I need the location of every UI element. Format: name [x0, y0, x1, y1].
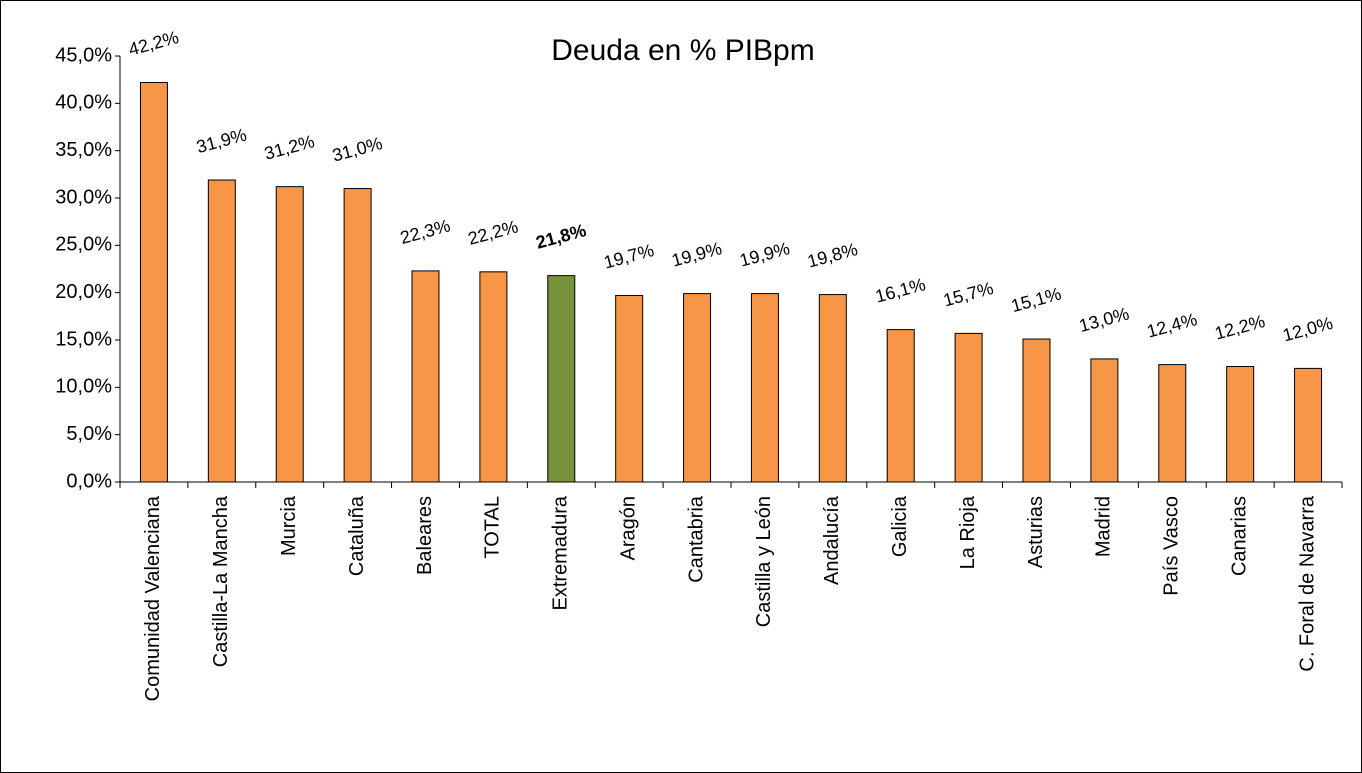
- x-tick-label: Cantabria: [685, 495, 707, 583]
- x-tick-label: Aragón: [617, 496, 639, 561]
- x-tick-label: TOTAL: [482, 496, 504, 559]
- bar: [1158, 364, 1187, 483]
- y-tick-label: 40,0%: [55, 92, 112, 114]
- y-tick-label: 30,0%: [55, 186, 112, 208]
- bar: [207, 179, 236, 483]
- y-tick-label: 15,0%: [55, 328, 112, 350]
- x-tick-label: Andalucía: [821, 495, 843, 585]
- bar: [1226, 366, 1255, 483]
- bar: [886, 329, 915, 483]
- y-tick-label: 45,0%: [55, 44, 112, 66]
- x-tick-label: Asturias: [1025, 496, 1047, 568]
- y-tick-label: 10,0%: [55, 376, 112, 398]
- y-tick-label: 20,0%: [55, 281, 112, 303]
- chart-title: Deuda en % PIBpm: [551, 34, 814, 67]
- bar: [1090, 358, 1119, 483]
- bar: [615, 295, 644, 483]
- bar: [343, 188, 372, 483]
- bar: [411, 270, 440, 483]
- bar: [275, 186, 304, 483]
- bar: [1294, 367, 1323, 483]
- y-tick-label: 35,0%: [55, 139, 112, 161]
- x-tick-label: C. Foral de Navarra: [1296, 495, 1318, 671]
- x-tick-label: Cataluña: [346, 495, 368, 576]
- bar: [1022, 338, 1051, 483]
- x-tick-label: Galicia: [889, 495, 911, 557]
- bar: [547, 275, 576, 483]
- x-tick-label: Castilla-La Mancha: [210, 495, 232, 667]
- bar: [479, 271, 508, 483]
- x-tick-label: Murcia: [278, 495, 300, 556]
- bar: [683, 293, 712, 483]
- y-tick-label: 0,0%: [66, 470, 112, 492]
- y-tick-label: 25,0%: [55, 234, 112, 256]
- x-tick-label: Baleares: [414, 496, 436, 575]
- bar: [750, 293, 779, 483]
- x-tick-label: Madrid: [1093, 496, 1115, 557]
- bar: [954, 332, 983, 483]
- bar: [818, 294, 847, 483]
- x-tick-label: Extremadura: [550, 495, 572, 610]
- x-tick-label: País Vasco: [1161, 496, 1183, 596]
- x-tick-label: Castilla y León: [753, 496, 775, 627]
- x-tick-label: Canarias: [1228, 496, 1250, 576]
- x-tick-label: La Rioja: [957, 495, 979, 569]
- x-tick-label: Comunidad Valenciana: [142, 495, 164, 701]
- bar: [139, 82, 168, 483]
- y-tick-label: 5,0%: [66, 423, 112, 445]
